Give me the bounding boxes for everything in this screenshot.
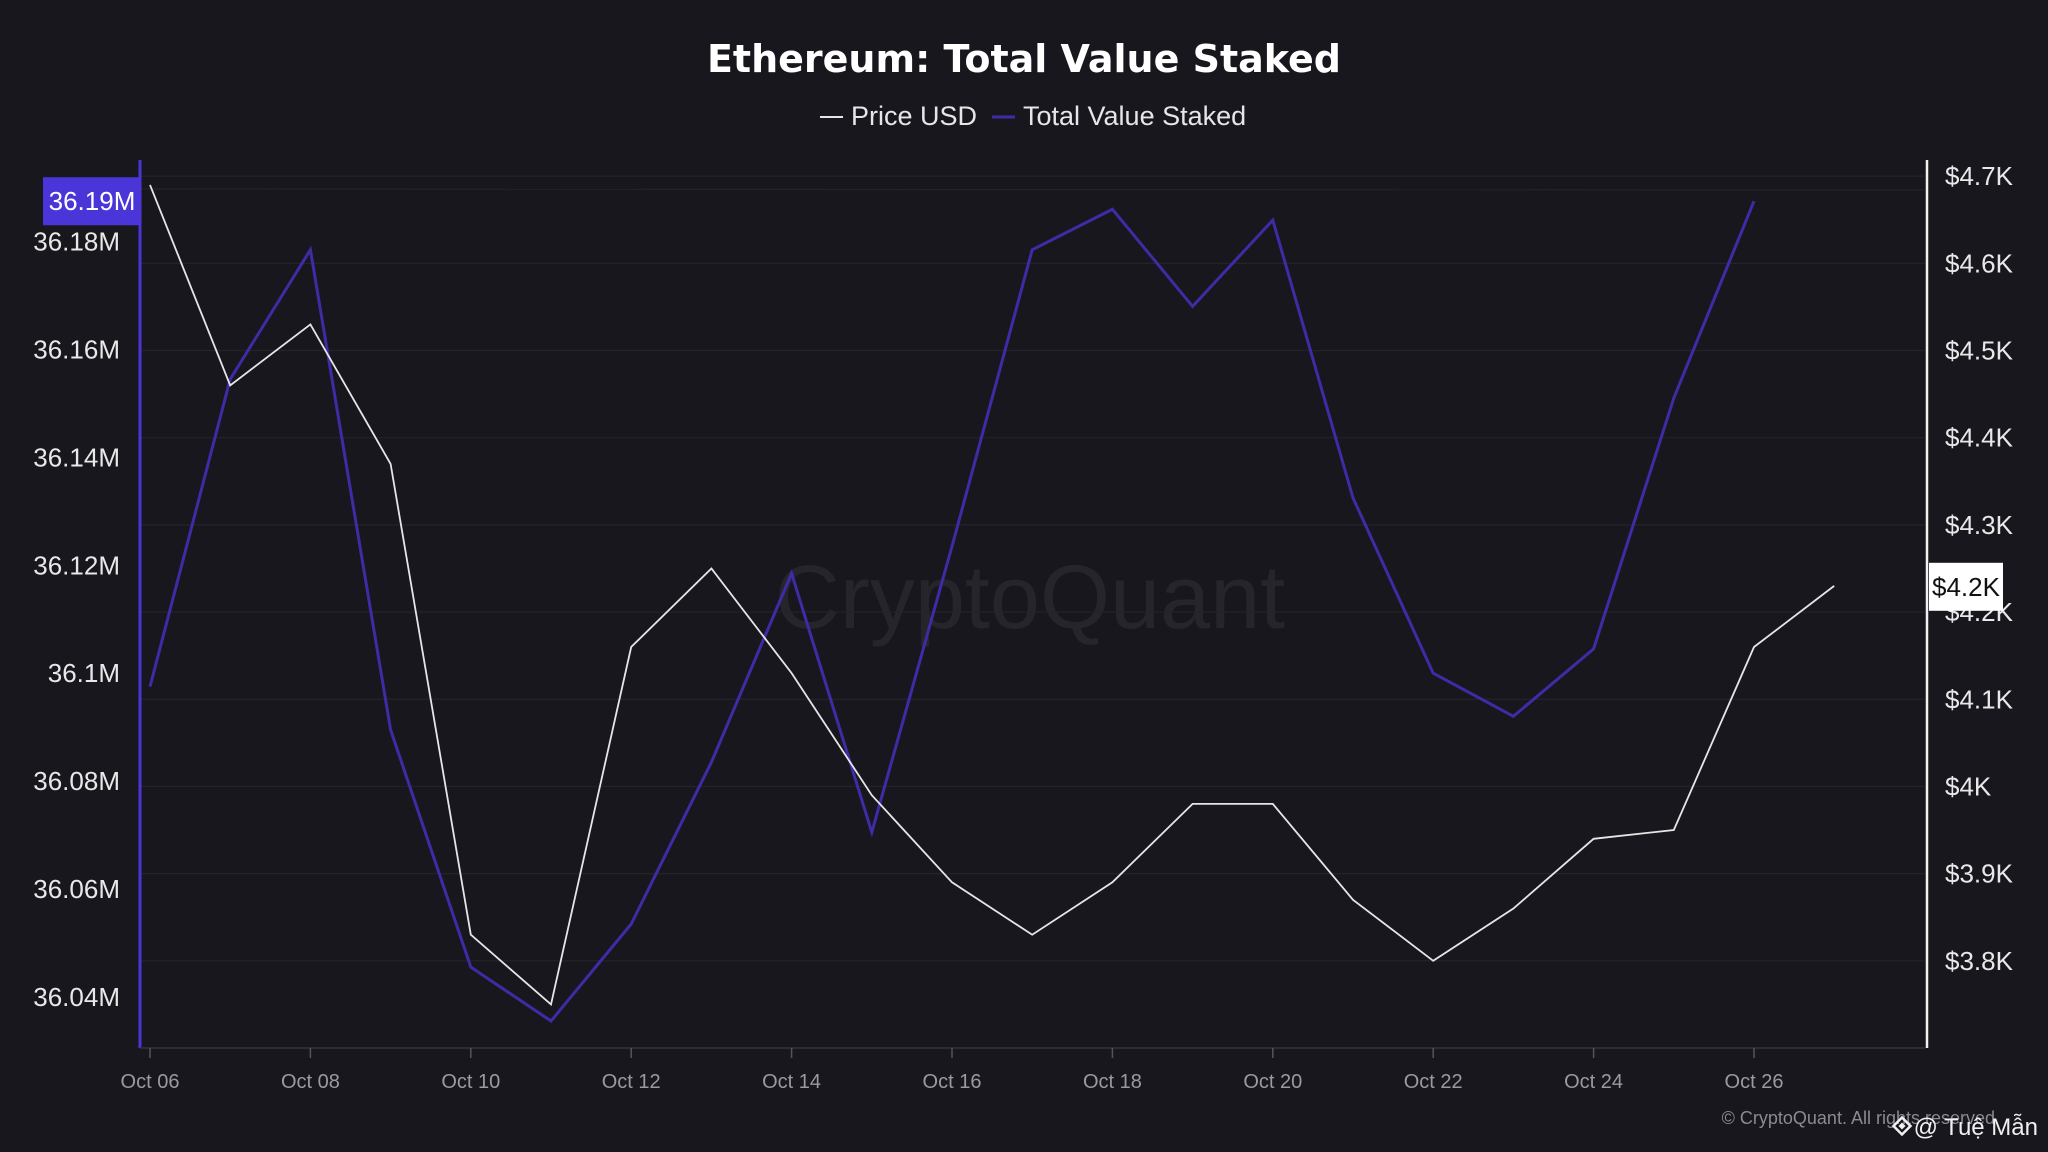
x-tick-label: Oct 18 xyxy=(1083,1071,1142,1093)
y-right-tick-label: $3.9K xyxy=(1945,859,2014,889)
x-axis-ticks: Oct 06 Oct 08 Oct 10 Oct 12 Oct 14 Oct 16 Oct … xyxy=(121,1048,1784,1093)
series-line-total-value-staked[interactable] xyxy=(148,200,1756,1024)
y-right-tick-label: $4.6K xyxy=(1945,248,2014,278)
axis-highlights: 36.19M $4.2K xyxy=(43,177,2003,611)
x-tick-label: Oct 16 xyxy=(923,1071,982,1093)
y-left-tick-label: 36.04M xyxy=(33,982,120,1012)
y-left-tick-label: 36.14M xyxy=(33,442,120,472)
x-tick-label: Oct 06 xyxy=(121,1071,180,1093)
y-left-tick-label: 36.18M xyxy=(33,227,120,257)
x-tick-label: Oct 08 xyxy=(281,1071,340,1093)
author-handle-text: @ Tuệ Mẫn xyxy=(1914,1114,2038,1141)
y-left-tick-label: 36.06M xyxy=(33,874,120,904)
y-left-tick-label: 36.16M xyxy=(33,335,120,365)
y-left-tick-label: 36.08M xyxy=(33,766,120,796)
x-tick-label: Oct 26 xyxy=(1725,1071,1784,1093)
grid-lines xyxy=(139,175,1926,962)
y-left-current-value-label: 36.19M xyxy=(49,186,136,216)
copyright-footer: © CryptoQuant. All rights reserved xyxy=(1722,1108,1995,1128)
y-right-current-value-badge xyxy=(1929,562,2003,611)
y-left-tick-label: 36.12M xyxy=(33,550,120,580)
watermark: CryptoQuant xyxy=(775,548,1285,648)
y-axis-left-ticks: 36.04M 36.06M 36.08M 36.1M 36.12M 36.14M 36.16… xyxy=(33,227,120,1012)
axes xyxy=(138,160,1929,1049)
legend: Price USD Total Value Staked xyxy=(820,101,1246,131)
legend-label-staked[interactable]: Total Value Staked xyxy=(1023,101,1246,131)
series-line-price-usd[interactable] xyxy=(149,184,1835,1007)
grid-line xyxy=(139,188,1926,191)
y-right-tick-label: $4.3K xyxy=(1945,510,2014,540)
x-tick-label: Oct 20 xyxy=(1243,1071,1302,1093)
y-right-current-value-label: $4.2K xyxy=(1932,572,2001,602)
x-tick-label: Oct 14 xyxy=(762,1071,821,1093)
series-lines xyxy=(148,184,1835,1024)
y-axis-right-ticks: $3.8K$3.9K$4K$4.1K$4.2K$4.3K$4.4K$4.5K$4… xyxy=(1945,161,2014,976)
y-left-current-value-badge xyxy=(43,177,141,226)
y-right-tick-label: $4K xyxy=(1945,771,1992,801)
chart-title: Ethereum: Total Value Staked xyxy=(707,37,1341,81)
y-right-tick-label: $3.8K xyxy=(1945,946,2014,976)
x-tick-label: Oct 24 xyxy=(1564,1071,1623,1093)
y-right-tick-label: $4.7K xyxy=(1945,161,2014,191)
x-tick-label: Oct 12 xyxy=(602,1071,661,1093)
y-right-tick-label: $4.4K xyxy=(1945,423,2014,453)
x-tick-label: Oct 10 xyxy=(441,1071,500,1093)
y-left-tick-label: 36.1M xyxy=(48,658,120,688)
y-right-tick-label: $4.5K xyxy=(1945,336,2014,366)
y-right-tick-label: $4.1K xyxy=(1945,684,2014,714)
author-handle: @ Tuệ Mẫn xyxy=(1891,1114,2038,1141)
x-tick-label: Oct 22 xyxy=(1404,1071,1463,1093)
legend-label-price[interactable]: Price USD xyxy=(851,101,977,131)
